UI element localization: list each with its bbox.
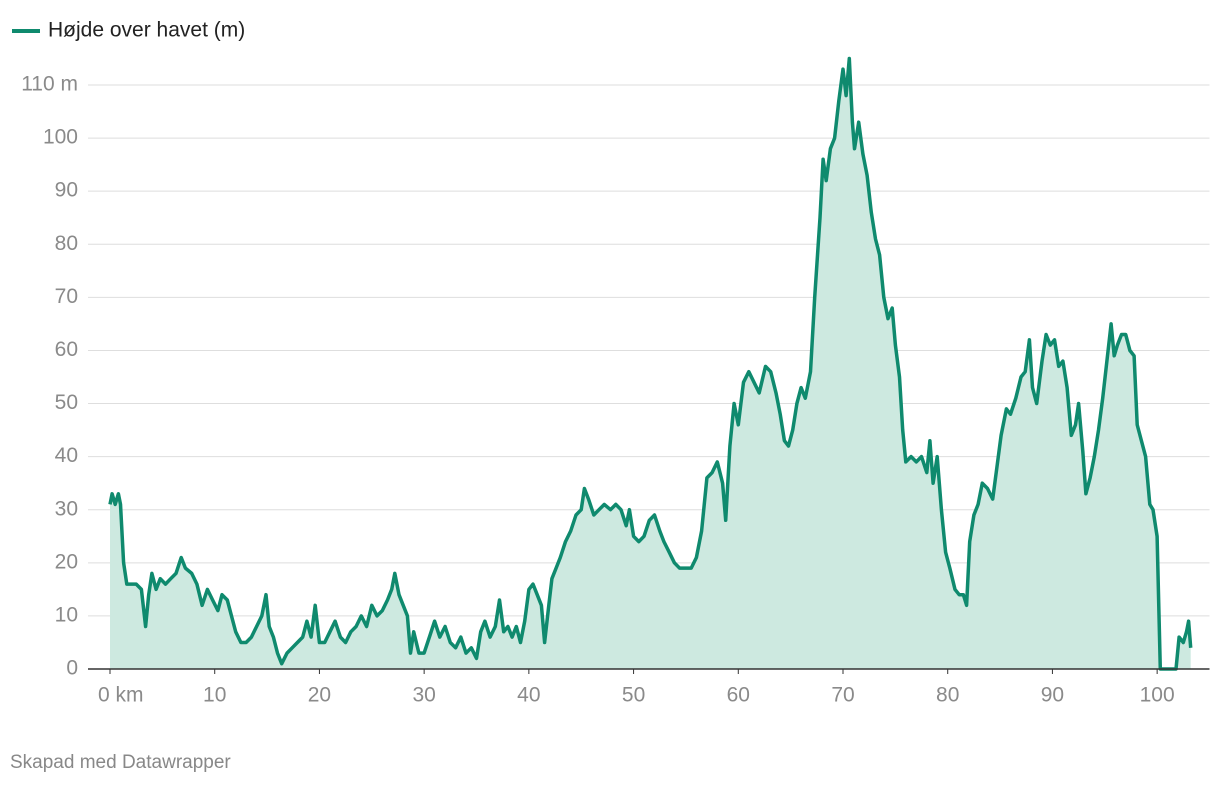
y-tick-label: 100 [43, 126, 78, 149]
y-tick-label: 80 [55, 232, 78, 255]
x-tick-label: 50 [622, 684, 645, 707]
x-tick-label: 100 [1140, 684, 1175, 707]
x-tick-label: 80 [936, 684, 959, 707]
y-tick-label: 40 [55, 444, 78, 467]
line [108, 56, 1193, 671]
footer: Skapad med Datawrapper [10, 752, 231, 773]
y-tick-label: 110 m [21, 73, 78, 96]
legend-label: Højde over havet (m) [48, 19, 245, 42]
x-tick-label: 30 [412, 684, 435, 707]
x-tick-label: 60 [727, 684, 750, 707]
x-tick-label: 20 [308, 684, 331, 707]
y-tick-label: 90 [55, 179, 78, 202]
y-tick-label: 20 [55, 550, 78, 573]
y-tick-label: 0 [66, 657, 78, 680]
x-tick-label: 70 [831, 684, 854, 707]
area [110, 58, 1191, 669]
y-tick-label: 50 [55, 391, 78, 414]
x-tick-label: 40 [517, 684, 540, 707]
y-tick-label: 70 [55, 285, 78, 308]
x-tick-label: 10 [203, 684, 226, 707]
y-tick-label: 10 [55, 603, 78, 626]
y-tick-label: 60 [55, 338, 78, 361]
y-tick-label: 30 [55, 497, 78, 520]
x-tick-label: 90 [1041, 684, 1064, 707]
x-tick-label: 0 km [98, 684, 144, 707]
